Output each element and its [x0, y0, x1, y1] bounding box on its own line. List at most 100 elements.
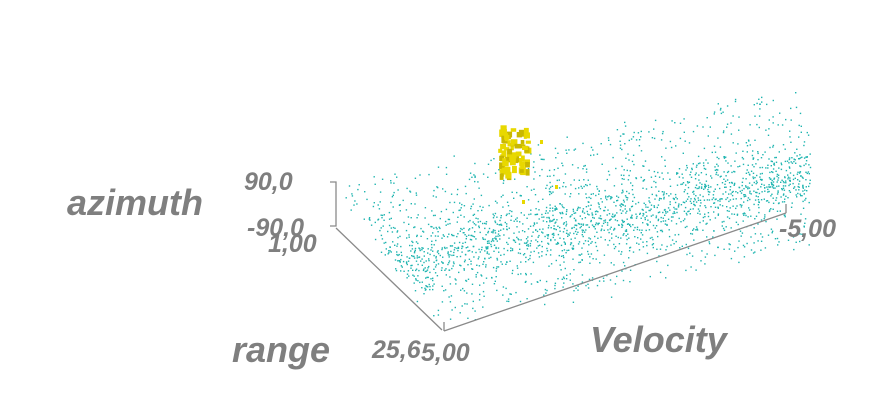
scatter-point — [625, 229, 628, 231]
scatter-point — [719, 146, 722, 148]
cluster-block — [510, 143, 514, 151]
scatter-point — [480, 194, 483, 197]
scatter-point — [709, 126, 711, 128]
scatter-point — [430, 249, 432, 251]
scatter-point — [474, 180, 476, 183]
scatter-point — [498, 224, 500, 226]
scatter-point — [534, 213, 536, 216]
scatter-point — [543, 294, 545, 296]
scatter-point — [622, 221, 624, 223]
scatter-point — [566, 229, 568, 232]
scatter-point — [417, 214, 419, 216]
scatter-point — [432, 285, 434, 287]
scatter-point — [751, 164, 754, 166]
scatter-point — [490, 256, 492, 259]
scatter-point — [707, 184, 710, 187]
scatter-point — [441, 261, 443, 263]
scatter-point — [454, 247, 456, 249]
scatter-point — [773, 178, 775, 180]
scatter-point — [510, 293, 512, 295]
scatter-point — [435, 257, 437, 259]
scatter-point — [476, 271, 479, 274]
scatter-point — [729, 186, 732, 188]
scatter-point — [474, 310, 476, 312]
scatter-point — [740, 192, 743, 194]
scatter-point — [547, 235, 549, 237]
scatter-point — [674, 201, 677, 204]
scatter-point — [492, 229, 495, 231]
scatter-point — [675, 196, 677, 199]
scatter-point — [607, 229, 609, 231]
cluster-block — [521, 155, 525, 162]
scatter-point — [712, 194, 715, 196]
scatter-point — [658, 199, 660, 201]
scatter-point — [750, 193, 752, 195]
scatter-point — [783, 193, 785, 195]
scatter-point — [752, 176, 754, 178]
scatter-point — [421, 264, 423, 266]
scatter-point — [588, 196, 590, 199]
scatter-point — [591, 224, 594, 226]
scatter-point — [635, 213, 637, 215]
scatter-point — [506, 241, 508, 244]
scatter-point — [570, 215, 572, 217]
scatter-point — [745, 142, 748, 144]
scatter-point — [558, 254, 560, 257]
scatter-point — [788, 190, 791, 192]
scatter-point — [720, 112, 723, 115]
scatter-point — [448, 218, 451, 221]
scatter-point — [809, 166, 812, 169]
scatter-point — [704, 183, 706, 186]
scatter-point — [395, 269, 398, 272]
scatter-point — [761, 183, 763, 185]
scatter-point — [396, 251, 398, 253]
cluster-block — [502, 158, 507, 167]
scatter-point — [686, 164, 688, 167]
scatter-point — [684, 218, 686, 220]
scatter-point — [620, 174, 623, 176]
scatter-point — [726, 206, 728, 208]
scatter-point — [690, 202, 693, 204]
scatter-point — [662, 220, 665, 222]
scatter-point — [723, 156, 725, 158]
scatter-point — [488, 253, 490, 255]
range-axis-title: range — [232, 329, 330, 370]
scatter-point — [465, 247, 467, 249]
scatter-point — [727, 162, 729, 164]
scatter-point — [464, 234, 466, 236]
scatter-point — [768, 119, 770, 121]
scatter-point — [624, 208, 626, 210]
scatter-point — [496, 289, 498, 292]
scatter-point — [650, 215, 653, 217]
scatter-point — [549, 254, 552, 256]
scatter-point — [373, 202, 375, 204]
scatter-point — [616, 220, 619, 222]
scatter-point — [562, 212, 564, 215]
scatter-point — [593, 226, 596, 228]
scatter-point — [697, 199, 700, 201]
scatter-point — [728, 200, 730, 203]
scatter-point — [595, 210, 598, 212]
scatter-point — [648, 169, 650, 171]
scatter-point — [754, 218, 756, 220]
scatter-point — [522, 254, 525, 256]
scatter-point — [546, 216, 548, 219]
cluster-block — [499, 155, 504, 161]
scatter-point — [581, 231, 584, 233]
scatter-point — [582, 142, 584, 145]
scatter-point — [566, 209, 568, 211]
scatter-point — [621, 270, 623, 272]
scatter-point — [792, 236, 795, 238]
scatter-point — [699, 199, 702, 201]
scatter-point — [729, 189, 731, 191]
scatter-point — [502, 286, 505, 288]
scatter-point — [608, 231, 610, 234]
scatter-point — [696, 164, 698, 166]
scatter-point — [562, 185, 564, 188]
scatter-point — [421, 287, 423, 289]
scatter-point — [455, 279, 457, 281]
cluster-block — [506, 131, 513, 138]
scatter-point — [690, 176, 693, 178]
scatter-point — [424, 207, 427, 209]
scatter-point — [390, 217, 392, 220]
